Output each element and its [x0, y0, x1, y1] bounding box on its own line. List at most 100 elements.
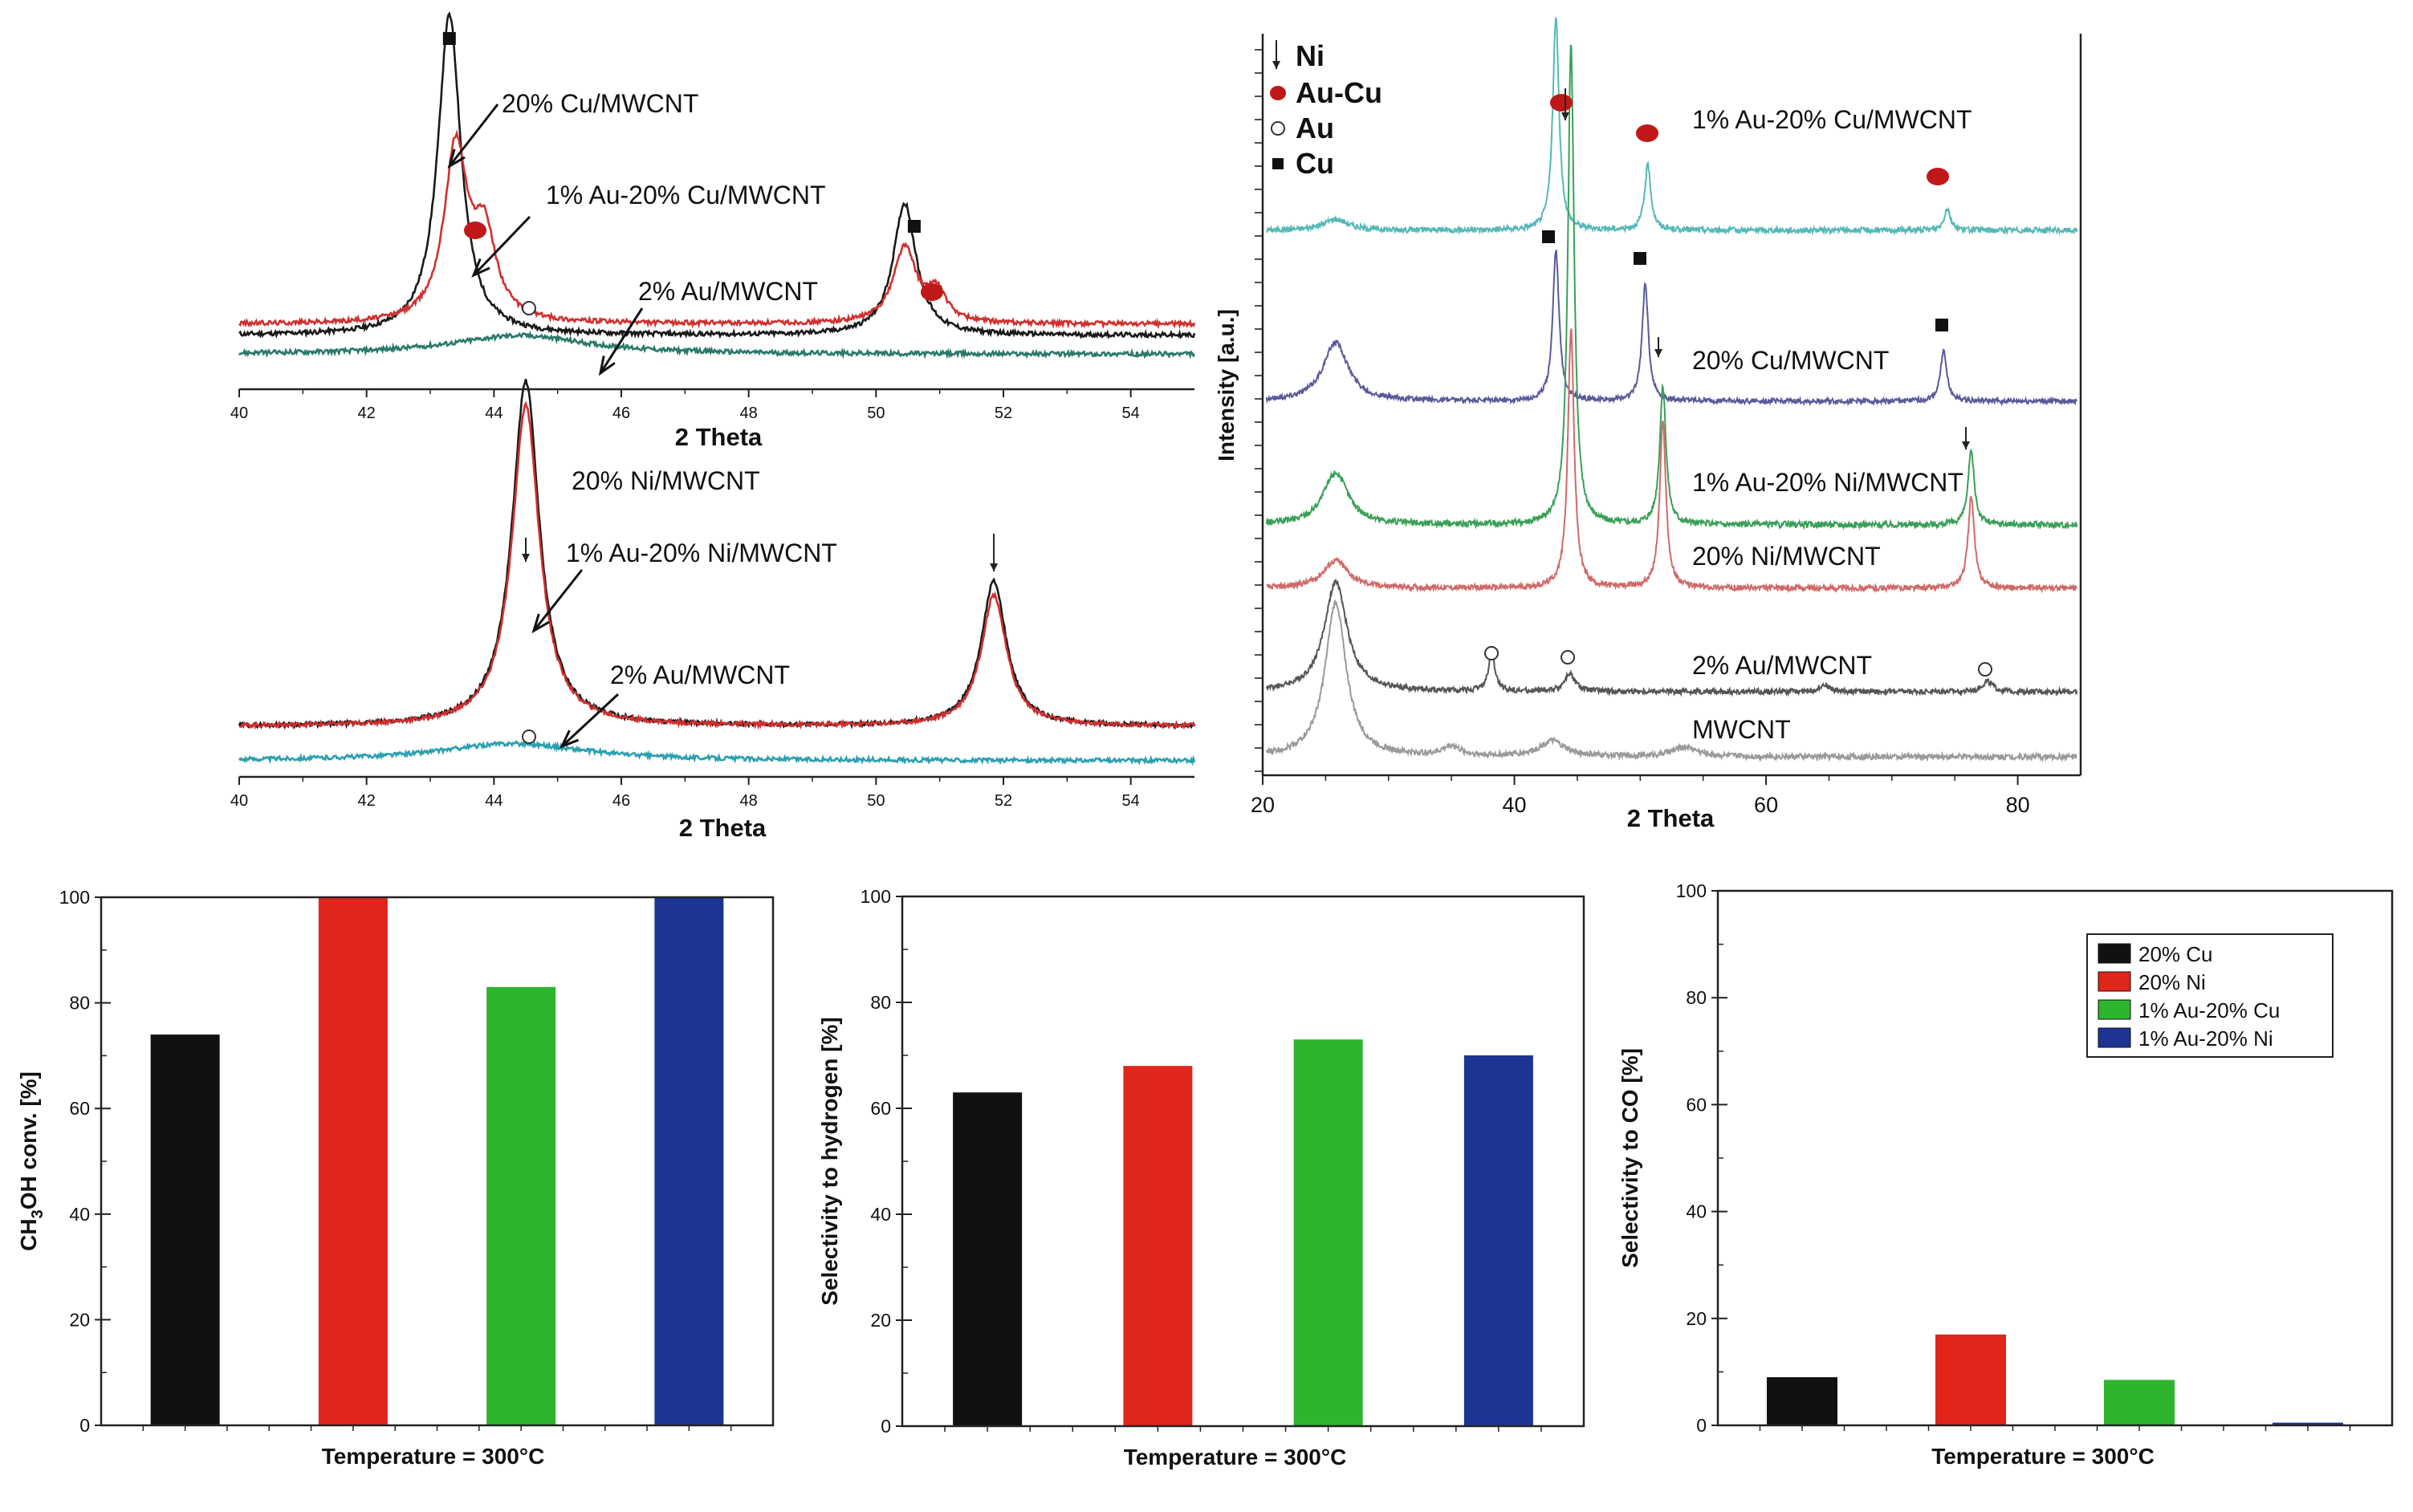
- au-cu-marker: [921, 283, 943, 301]
- x-axis-title: 2 Theta: [675, 423, 763, 451]
- series-annotation-label: 20% Ni/MWCNT: [572, 466, 760, 495]
- cu-marker: [1935, 319, 1948, 331]
- arrow-head: [560, 730, 580, 749]
- y-tick-label: 80: [69, 993, 90, 1014]
- legend: 20% Cu 20% Ni 1% Au-20% Cu 1% Au-20% Ni: [2086, 933, 2334, 1058]
- legend-label: Ni: [1296, 39, 1325, 72]
- y-tick-label: 20: [870, 1310, 891, 1331]
- series-label: 1% Au-20% Cu/MWCNT: [1692, 105, 1972, 134]
- au-cu-marker: [1550, 94, 1573, 112]
- series-annotation-label: 1% Au-20% Ni/MWCNT: [566, 539, 837, 567]
- y-axis-title: Selectivity to CO [%]: [1617, 1048, 1642, 1268]
- series-line: [1265, 599, 2078, 763]
- y-tick-label: 80: [870, 992, 891, 1013]
- arrow-head: [447, 148, 466, 169]
- au-marker: [1561, 650, 1575, 665]
- bar: [1935, 1334, 2006, 1425]
- x-tick-label: 42: [358, 792, 376, 810]
- bar-chart-conversion: 0 20 40 60 80 100 Temperature = 300°C CH3OH con…: [16, 887, 775, 1469]
- bar: [1123, 1066, 1193, 1426]
- arrow-2au: [560, 693, 620, 749]
- x-tick-label: 46: [612, 404, 630, 422]
- legend-label: 1% Au-20% Ni: [2138, 1026, 2273, 1051]
- series-line: [1265, 578, 2078, 697]
- arrow-1au20cu: [471, 215, 531, 278]
- legend-label: 20% Cu: [2138, 942, 2213, 966]
- arrow-head: [1561, 112, 1569, 120]
- y-tick-label: 40: [1686, 1201, 1707, 1222]
- ni-arrow: [1561, 88, 1569, 120]
- bar: [2104, 1380, 2175, 1425]
- y-axis-title: Intensity [a.u.]: [1214, 309, 1239, 461]
- x-tick-label: 40: [1503, 793, 1527, 817]
- y-tick-label: 0: [79, 1415, 90, 1436]
- legend-swatch: [2098, 1027, 2131, 1048]
- arrow-shaft: [532, 569, 584, 632]
- series-annotation-label: 2% Au/MWCNT: [610, 660, 790, 689]
- y-axis-title-subscript: 3: [29, 1209, 47, 1218]
- series-label: 20% Cu/MWCNT: [1692, 346, 1889, 375]
- y-tick-label: 0: [1696, 1415, 1707, 1436]
- bar-chart-h2-selectivity: 0 20 40 60 80 100 Temperature = 300°C Selectivi…: [817, 886, 1585, 1469]
- arrow-2au: [598, 307, 644, 376]
- arrow-shaft: [599, 307, 644, 374]
- x-tick-label: 52: [995, 404, 1012, 422]
- x-axis-title: Temperature = 300°C: [322, 1444, 545, 1469]
- series-line: [238, 400, 1196, 730]
- au-marker: [1484, 646, 1499, 660]
- series-label: 2% Au/MWCNT: [1692, 651, 1872, 680]
- x-tick-label: 50: [867, 404, 885, 422]
- bar: [953, 1092, 1023, 1426]
- bar: [1767, 1377, 1837, 1425]
- x-tick-label: 60: [1754, 793, 1778, 817]
- x-tick-label: 52: [995, 792, 1012, 810]
- y-axis-title-part: CH: [16, 1218, 41, 1250]
- series-line: [1265, 44, 2078, 530]
- arrow-20cu: [447, 104, 499, 169]
- ni-legend-arrow: [1272, 40, 1280, 69]
- au-marker: [1978, 662, 1992, 677]
- series-annotation-label: 2% Au/MWCNT: [638, 277, 818, 306]
- x-tick-label: 44: [485, 792, 503, 810]
- arrow-head: [522, 554, 530, 562]
- ni-arrow: [522, 538, 530, 562]
- au-marker: [522, 301, 536, 315]
- y-tick-label: 40: [69, 1204, 90, 1225]
- bar: [318, 897, 388, 1425]
- x-tick-label: 40: [230, 792, 248, 810]
- y-axis-title-part: OH conv. [%]: [16, 1071, 41, 1209]
- arrow-head: [1962, 441, 1970, 449]
- y-tick-label: 60: [1686, 1094, 1707, 1115]
- series-line: [238, 739, 1196, 766]
- x-tick-label: 54: [1122, 404, 1140, 422]
- arrow-head: [990, 563, 999, 571]
- arrow-shaft: [448, 104, 499, 167]
- y-tick-label: 0: [881, 1416, 891, 1437]
- x-tick-label: 48: [740, 404, 758, 422]
- bar-chart-co-selectivity: 0 20 40 60 80 100 Temperature = 300°C Selectivi…: [1617, 880, 2394, 1469]
- ni-arrow: [1654, 337, 1662, 357]
- au-cu-marker: [464, 222, 486, 239]
- x-axis-title: 2 Theta: [679, 814, 767, 842]
- legend-label: Au: [1296, 112, 1334, 144]
- bar: [150, 1034, 220, 1425]
- x-tick-label: 48: [740, 792, 758, 810]
- arrow-shaft: [472, 215, 531, 277]
- y-axis-title: CH3OH conv. [%]: [16, 1071, 47, 1251]
- cu-marker: [1542, 230, 1555, 243]
- x-tick-label: 42: [358, 404, 376, 422]
- xrd-panel-xrd-full: 20 40 60 80 2 Theta Intensity [a.u.] 1% Au-20%…: [1214, 16, 2082, 832]
- bar: [1463, 1055, 1533, 1426]
- cu-marker: [1634, 252, 1646, 265]
- series-annotation-label: 1% Au-20% Cu/MWCNT: [546, 181, 826, 209]
- y-tick-label: 20: [1686, 1308, 1707, 1329]
- au-cu-marker: [1927, 168, 1949, 185]
- ni-arrow: [1962, 427, 1970, 449]
- au-cu-legend-marker: [1270, 86, 1286, 100]
- series-label: MWCNT: [1692, 715, 1791, 744]
- cu-marker: [907, 220, 921, 233]
- x-tick-label: 46: [612, 792, 630, 810]
- xrd-panel-xrd-cu: 40 42 44 46 48 50 52 54 2 Theta 20% Cu/MWCNT 1% Au…: [230, 11, 1196, 451]
- au-marker: [522, 730, 536, 744]
